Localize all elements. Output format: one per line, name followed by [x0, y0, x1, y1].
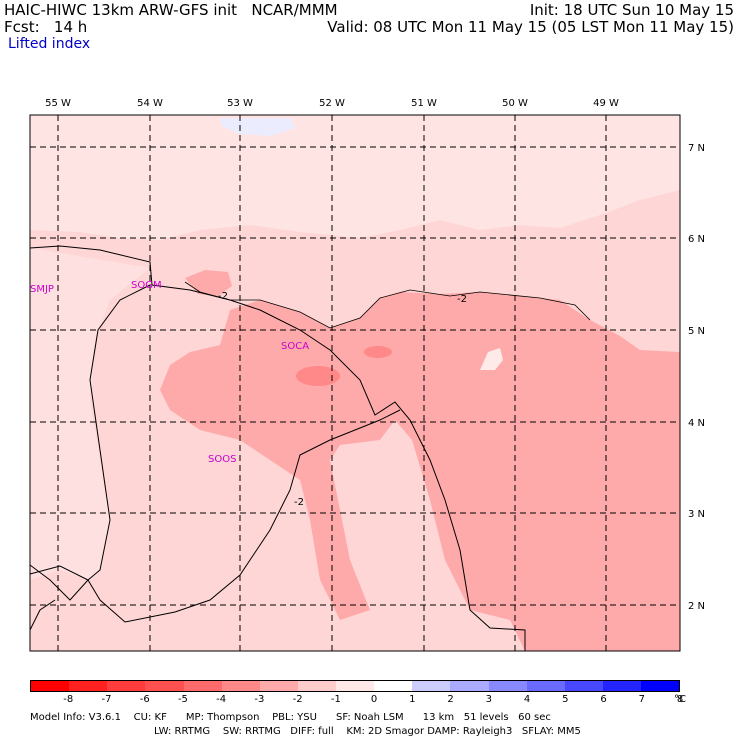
lat-label: 7 N: [688, 143, 705, 154]
lat-label: 2 N: [688, 601, 705, 612]
colorbar-cell: [412, 681, 451, 691]
colorbar-cell: [336, 681, 375, 691]
colorbar-tick-label: 5: [562, 694, 569, 705]
colorbar-tick-label: 7: [638, 694, 645, 705]
positive-region: [220, 118, 296, 136]
colorbar: [30, 680, 680, 692]
colorbar-tick-label: 4: [523, 694, 531, 705]
lon-label: 51 W: [411, 98, 437, 109]
header-title: HAIC-HIWC 13km ARW-GFS init NCAR/MMM: [4, 1, 338, 19]
colorbar-cell: [526, 681, 565, 691]
lon-label: 49 W: [593, 98, 619, 109]
border-river: [29, 564, 89, 601]
land-light-region: [30, 248, 150, 580]
colorbar-cell: [107, 681, 146, 691]
lon-label: 50 W: [502, 98, 528, 109]
header-field: Lifted index: [8, 36, 91, 52]
footer-line1: Model Info: V3.6.1 CU: KF MP: Thompson P…: [30, 712, 551, 723]
colorbar-tick-label: -3: [254, 694, 265, 705]
colorbar-tick-label: 8: [676, 694, 684, 705]
minus2-region: [160, 292, 680, 651]
lat-label: 3 N: [688, 509, 705, 520]
lat-label: 4 N: [688, 418, 705, 429]
lat-label: 6 N: [688, 234, 705, 245]
contour-minus2: [184, 281, 591, 329]
grid: [30, 115, 680, 651]
lon-label: 54 W: [137, 98, 163, 109]
colorbar-cell: [69, 681, 108, 691]
colorbar-tick-label: 6: [600, 694, 607, 705]
minus3-patch: [296, 366, 340, 386]
lon-label: 52 W: [319, 98, 345, 109]
colorbar-tick-label: 1: [409, 694, 416, 705]
colorbar-cell: [259, 681, 298, 691]
colorbar-cell: [183, 681, 222, 691]
colorbar-tick-label: -7: [101, 694, 112, 705]
contour-label: -2: [457, 294, 467, 305]
colorbar-tick-label: -6: [139, 694, 150, 705]
station-label: SOGM: [131, 280, 162, 291]
footer-line2: LW: RRTMG SW: RRTMG DIFF: full KM: 2D Sm…: [154, 726, 581, 737]
colorbar-tick-label: -4: [216, 694, 227, 705]
border-south2: [29, 599, 56, 631]
contour-label: -2: [218, 291, 228, 302]
colorbar-tick-label: -2: [292, 694, 303, 705]
colorbar-cell: [145, 681, 184, 691]
lon-label: 55 W: [45, 98, 71, 109]
coastline: [29, 245, 526, 651]
colorbar-cell: [374, 681, 413, 691]
colorbar-tick-label: 3: [485, 694, 492, 705]
lat-label: 5 N: [688, 326, 705, 337]
colorbar-cell: [450, 681, 489, 691]
colorbar-tick-label: -8: [63, 694, 74, 705]
colorbar-cell: [641, 681, 680, 691]
station-label: SMJP: [30, 284, 54, 295]
header-valid: Valid: 08 UTC Mon 11 May 15 (05 LST Mon …: [327, 18, 734, 36]
colorbar-tick-label: 2: [447, 694, 454, 705]
header-init: Init: 18 UTC Sun 10 May 15: [529, 1, 734, 19]
light-hole: [480, 348, 503, 370]
colorbar-tick-label: 0: [370, 694, 378, 705]
station-label: SOCA: [281, 341, 309, 352]
colorbar-tick-label: -1: [330, 694, 341, 705]
lon-label: 53 W: [227, 98, 253, 109]
border-west: [29, 284, 151, 581]
colorbar-tick-label: -5: [177, 694, 188, 705]
minus3-patch: [364, 346, 392, 358]
colorbar-cell: [297, 681, 336, 691]
colorbar-cell: [564, 681, 603, 691]
light-region: [30, 115, 680, 240]
colorbar-unit: °C: [674, 694, 686, 705]
colorbar-cell: [602, 681, 641, 691]
border-south: [87, 409, 401, 623]
station-label: SOOS: [208, 454, 236, 465]
map-border: [29, 114, 681, 652]
colorbar-cell: [31, 681, 70, 691]
colorbar-cell: [488, 681, 527, 691]
header-fcst: Fcst: 14 h: [4, 18, 88, 36]
contour-label: -2: [294, 497, 304, 508]
colorbar-cell: [221, 681, 260, 691]
